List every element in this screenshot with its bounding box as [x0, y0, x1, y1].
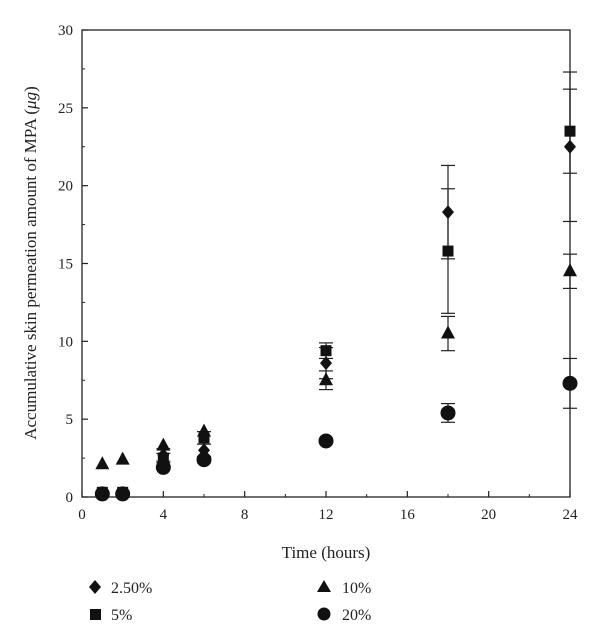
data-point-square — [157, 452, 169, 464]
legend-label-20: 20% — [342, 607, 371, 624]
data-point-square — [442, 245, 454, 257]
error-bars — [156, 71, 577, 464]
legend-entry-5: 5% — [90, 607, 132, 624]
y-axis-title: Accumulative skin permeation amount of M… — [21, 86, 40, 440]
legend-entry-10: 10% — [317, 580, 371, 597]
data-point-diamond — [320, 356, 332, 371]
data-point-square — [198, 432, 210, 444]
data-point-circle — [440, 405, 456, 421]
y-axis-title-prefix: Accumulative skin permeation amount of M… — [21, 109, 40, 440]
legend-entry-2-50: 2.50% — [89, 580, 152, 597]
legend-marker-diamond — [89, 580, 101, 594]
y-tick-label: 5 — [66, 412, 74, 428]
data-point-circle — [115, 486, 131, 502]
data-point-triangle — [197, 423, 211, 437]
axis-ticks: 0 4 8 12 16 20 24 0 5 10 15 20 25 30 — [58, 23, 578, 523]
data-point-diamond — [564, 139, 576, 154]
data-point-triangle — [319, 372, 333, 386]
data-point-diamond — [442, 205, 454, 220]
legend-marker-circle — [317, 607, 331, 621]
data-markers — [94, 125, 578, 502]
data-point-square — [320, 345, 332, 357]
data-point-circle — [318, 433, 334, 449]
x-tick-label: 4 — [160, 507, 168, 523]
data-point-triangle — [563, 263, 577, 277]
data-point-circle — [196, 452, 212, 468]
data-point-circle — [562, 375, 578, 391]
data-point-square — [564, 125, 576, 137]
data-point-triangle — [95, 456, 110, 470]
y-tick-label: 0 — [66, 490, 74, 506]
y-tick-label: 30 — [58, 23, 73, 39]
plot-frame — [81, 29, 571, 498]
y-tick-label: 10 — [58, 334, 73, 350]
legend: 2.50% 5% 10% 20% — [89, 580, 371, 624]
y-tick-label: 15 — [58, 257, 73, 273]
x-tick-label: 12 — [319, 507, 334, 523]
legend-label-10: 10% — [342, 580, 371, 597]
legend-label-5: 5% — [111, 607, 132, 624]
data-point-circle — [155, 459, 171, 475]
data-point-circle — [94, 486, 110, 502]
legend-entry-20: 20% — [317, 607, 371, 624]
y-tick-label: 25 — [58, 101, 73, 117]
legend-marker-triangle — [317, 580, 331, 592]
x-tick-label: 8 — [241, 507, 249, 523]
data-point-triangle — [441, 325, 455, 339]
data-point-triangle — [115, 451, 130, 465]
x-tick-label: 24 — [563, 507, 579, 523]
x-axis-title: Time (hours) — [282, 543, 371, 562]
x-tick-label: 0 — [78, 507, 86, 523]
y-tick-label: 20 — [58, 179, 73, 195]
y-axis-title-suffix: ) — [21, 86, 40, 92]
y-axis-title-unit: μg — [21, 92, 40, 110]
data-point-triangle — [156, 437, 171, 451]
legend-marker-square — [90, 609, 101, 620]
x-tick-label: 16 — [400, 507, 416, 523]
legend-label-2-50: 2.50% — [111, 580, 152, 597]
x-tick-label: 20 — [481, 507, 496, 523]
